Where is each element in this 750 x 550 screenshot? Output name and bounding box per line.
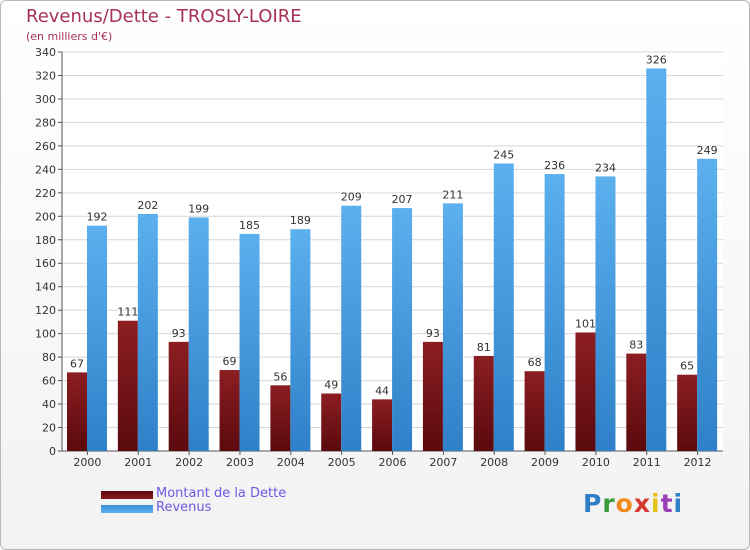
- y-tick-label: 20: [42, 422, 56, 435]
- data-label-dette: 56: [273, 370, 287, 383]
- bar-dette: [270, 385, 291, 451]
- bar-revenus: [392, 208, 413, 451]
- data-label-dette: 67: [70, 357, 84, 370]
- data-label-revenus: 199: [188, 202, 209, 215]
- data-label-revenus: 245: [493, 148, 514, 161]
- bar-revenus: [137, 213, 158, 451]
- bar-revenus: [697, 158, 718, 451]
- data-label-dette: 101: [575, 317, 596, 330]
- legend-label-revenus: Revenus: [156, 500, 212, 515]
- data-label-revenus: 234: [595, 161, 616, 174]
- bar-dette: [168, 341, 189, 451]
- y-tick-label: 240: [35, 163, 56, 176]
- bar-revenus: [646, 68, 667, 451]
- y-tick-label: 280: [35, 116, 56, 129]
- x-tick-label: 2003: [226, 456, 254, 469]
- bar-dette: [677, 374, 698, 451]
- logo-letter: x: [633, 489, 651, 518]
- y-tick-label: 180: [35, 234, 56, 247]
- legend-swatch-revenus: [101, 505, 153, 513]
- legend-label-dette: Montant de la Dette: [156, 486, 287, 501]
- bar-revenus: [493, 163, 514, 451]
- logo-letter: i: [673, 489, 684, 518]
- y-tick-label: 320: [35, 69, 56, 82]
- y-tick-label: 300: [35, 93, 56, 106]
- x-tick-label: 2000: [73, 456, 101, 469]
- proxiti-logo: Proxiti: [583, 489, 683, 518]
- logo-letter: i: [651, 489, 661, 518]
- data-label-revenus: 209: [341, 191, 362, 204]
- y-tick-label: 80: [42, 351, 56, 364]
- bar-dette: [67, 372, 87, 451]
- bar-dette: [117, 320, 138, 451]
- bar-dette: [524, 371, 545, 451]
- bar-dette: [626, 353, 647, 451]
- bar-revenus: [290, 229, 311, 451]
- y-tick-label: 140: [35, 281, 56, 294]
- bar-dette: [422, 341, 443, 451]
- data-label-revenus: 192: [87, 211, 108, 224]
- bar-dette: [219, 370, 240, 451]
- chart-subtitle: (en milliers d'€): [26, 30, 113, 43]
- chart-title: Revenus/Dette - TROSLY-LOIRE: [26, 6, 302, 27]
- x-tick-label: 2007: [429, 456, 457, 469]
- data-label-revenus: 202: [137, 199, 158, 212]
- x-tick-label: 2011: [633, 456, 661, 469]
- data-label-revenus: 249: [697, 144, 718, 157]
- y-tick-label: 40: [42, 398, 56, 411]
- data-label-dette: 111: [117, 306, 138, 319]
- x-tick-label: 2002: [175, 456, 203, 469]
- data-label-dette: 44: [375, 384, 389, 397]
- x-tick-label: 2008: [480, 456, 508, 469]
- y-tick-label: 260: [35, 140, 56, 153]
- y-tick-label: 60: [42, 375, 56, 388]
- y-tick-label: 120: [35, 304, 56, 317]
- data-label-revenus: 326: [646, 53, 667, 66]
- x-tick-label: 2010: [582, 456, 610, 469]
- x-tick-label: 2006: [379, 456, 407, 469]
- data-label-dette: 93: [172, 327, 186, 340]
- data-label-dette: 69: [223, 355, 237, 368]
- y-tick-label: 0: [49, 445, 56, 458]
- data-label-dette: 49: [324, 378, 338, 391]
- data-label-dette: 65: [680, 360, 694, 373]
- x-tick-label: 2001: [124, 456, 152, 469]
- logo-letter: o: [615, 489, 634, 518]
- bar-revenus: [341, 205, 362, 451]
- data-label-dette: 93: [426, 327, 440, 340]
- bar-revenus: [544, 174, 565, 451]
- y-tick-label: 100: [35, 328, 56, 341]
- data-label-dette: 83: [629, 339, 643, 352]
- y-tick-label: 200: [35, 210, 56, 223]
- legend-swatch-dette: [101, 491, 153, 499]
- bar-dette: [321, 393, 342, 451]
- data-label-revenus: 211: [442, 188, 463, 201]
- bar-revenus: [87, 225, 107, 451]
- y-tick-label: 160: [35, 257, 56, 270]
- bar-revenus: [595, 176, 616, 452]
- data-label-revenus: 207: [392, 193, 413, 206]
- bar-revenus: [239, 233, 260, 451]
- bar-dette: [473, 355, 494, 451]
- y-tick-label: 340: [35, 46, 56, 59]
- x-tick-label: 2004: [277, 456, 305, 469]
- x-tick-label: 2005: [328, 456, 356, 469]
- y-tick-label: 220: [35, 187, 56, 200]
- bar-dette: [575, 332, 596, 451]
- logo-letter: r: [602, 489, 616, 518]
- data-label-dette: 81: [477, 341, 491, 354]
- data-label-revenus: 236: [544, 159, 565, 172]
- x-tick-label: 2012: [684, 456, 712, 469]
- data-label-dette: 68: [528, 356, 542, 369]
- bar-revenus: [188, 217, 209, 451]
- data-label-revenus: 189: [290, 214, 311, 227]
- bar-dette: [372, 399, 393, 451]
- logo-letter: t: [660, 489, 674, 518]
- data-label-revenus: 185: [239, 219, 260, 232]
- logo-letter: P: [583, 489, 603, 518]
- bar-revenus: [442, 203, 463, 451]
- x-tick-label: 2009: [531, 456, 559, 469]
